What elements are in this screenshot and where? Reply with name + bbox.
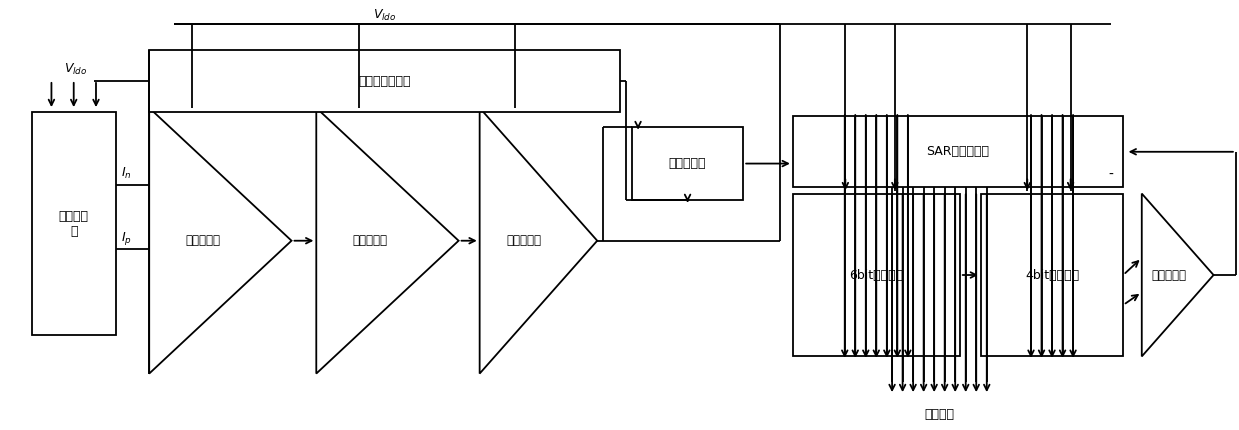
Bar — [981, 194, 1124, 356]
Bar — [32, 112, 115, 335]
Text: 输出缓冲器: 输出缓冲器 — [507, 234, 541, 247]
Text: -: - — [1109, 168, 1114, 181]
Text: 数字输出: 数字输出 — [924, 408, 954, 421]
Text: 电压比较器: 电压比较器 — [1151, 268, 1187, 282]
Bar — [632, 127, 743, 200]
Text: $I_n$: $I_n$ — [120, 166, 131, 181]
Text: 时钟发生器: 时钟发生器 — [669, 157, 706, 170]
Text: $V_{ldo}$: $V_{ldo}$ — [64, 61, 87, 77]
Text: SAR逻辑控制器: SAR逻辑控制器 — [927, 145, 990, 158]
Text: 跨阻放大器: 跨阻放大器 — [186, 234, 221, 247]
Text: $I_p$: $I_p$ — [120, 230, 131, 247]
Text: 带隙基准电压源: 带隙基准电压源 — [358, 74, 410, 88]
Bar — [793, 117, 1124, 187]
Text: 光电探测
器: 光电探测 器 — [58, 209, 89, 237]
Bar — [149, 50, 620, 112]
Text: 限幅放大器: 限幅放大器 — [353, 234, 388, 247]
Bar — [793, 194, 960, 356]
Text: 4bit电阻阵列: 4bit电阻阵列 — [1025, 268, 1079, 282]
Text: $V_{ldo}$: $V_{ldo}$ — [373, 8, 396, 23]
Text: 6bit电容阵列: 6bit电容阵列 — [849, 268, 903, 282]
